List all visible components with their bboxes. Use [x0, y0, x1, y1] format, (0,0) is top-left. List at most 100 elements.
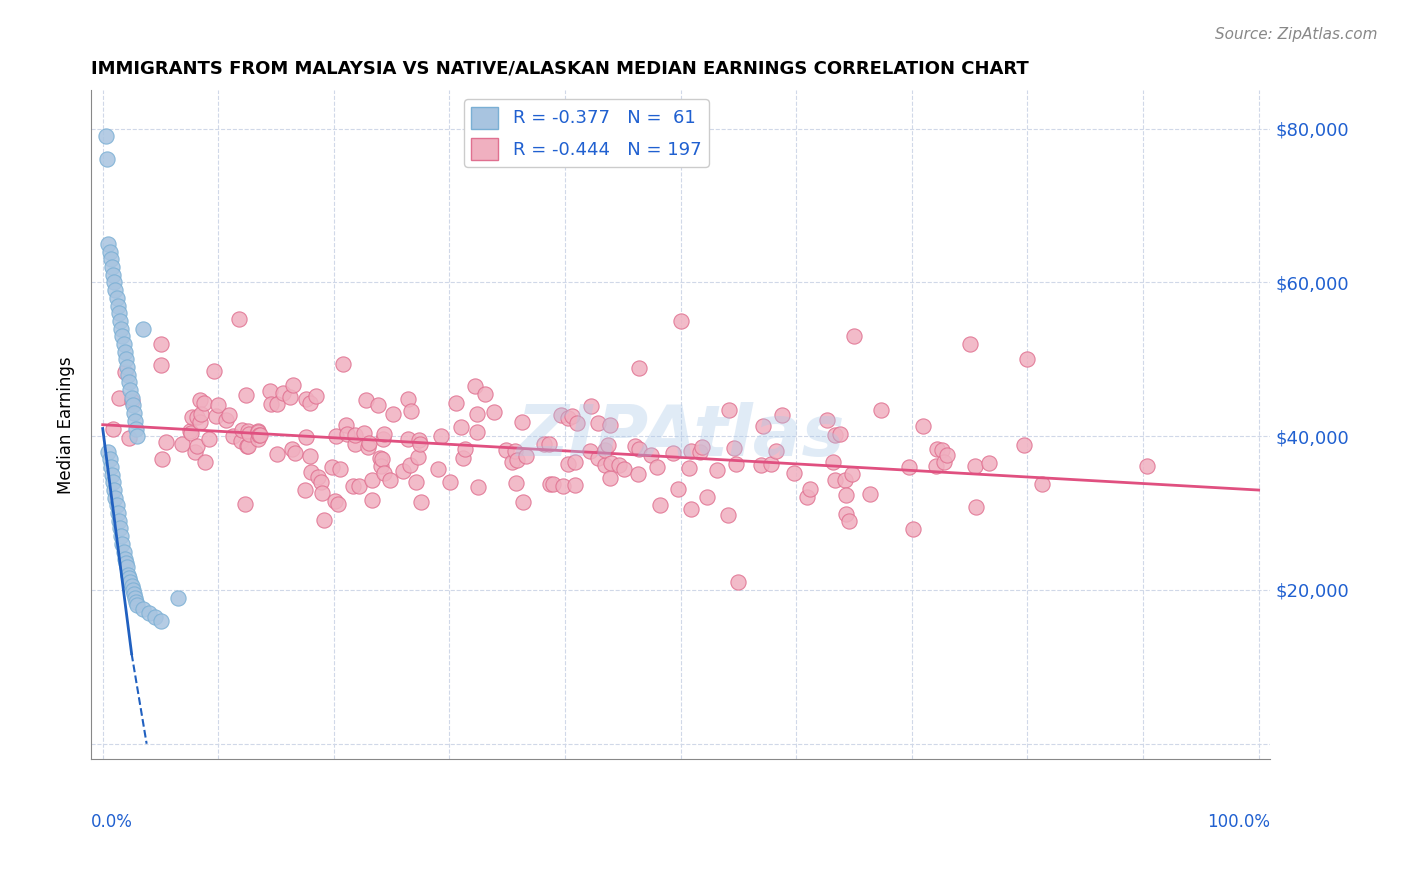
- Point: [132, 602, 155, 616]
- Point: [454, 442, 477, 457]
- Text: 100.0%: 100.0%: [1208, 813, 1270, 831]
- Point: [149, 337, 172, 351]
- Point: [607, 458, 630, 472]
- Point: [215, 413, 238, 427]
- Point: [624, 439, 647, 453]
- Point: [648, 499, 671, 513]
- Point: [114, 556, 136, 570]
- Point: [503, 444, 526, 458]
- Point: [332, 357, 354, 371]
- Point: [121, 394, 143, 409]
- Point: [299, 396, 322, 410]
- Text: IMMIGRANTS FROM MALAYSIA VS NATIVE/ALASKAN MEDIAN EARNINGS CORRELATION CHART: IMMIGRANTS FROM MALAYSIA VS NATIVE/ALASK…: [91, 60, 1029, 78]
- Point: [96, 129, 118, 144]
- Point: [396, 433, 419, 447]
- Point: [115, 359, 138, 374]
- Point: [307, 470, 329, 484]
- Point: [759, 457, 782, 471]
- Point: [236, 425, 259, 439]
- Point: [450, 420, 472, 434]
- Point: [842, 329, 865, 343]
- Point: [692, 441, 714, 455]
- Point: [183, 444, 205, 458]
- Point: [118, 572, 141, 586]
- Point: [236, 440, 259, 454]
- Point: [370, 451, 392, 466]
- Point: [107, 299, 129, 313]
- Point: [97, 237, 120, 252]
- Point: [118, 376, 141, 390]
- Point: [103, 483, 125, 497]
- Point: [295, 430, 318, 444]
- Point: [101, 268, 124, 282]
- Point: [965, 500, 987, 515]
- Point: [381, 408, 404, 422]
- Point: [121, 399, 143, 413]
- Point: [533, 437, 555, 451]
- Point: [599, 418, 621, 433]
- Point: [114, 365, 136, 379]
- Point: [426, 462, 449, 476]
- Point: [127, 429, 149, 443]
- Point: [110, 321, 132, 335]
- Point: [238, 439, 260, 453]
- Point: [108, 306, 131, 320]
- Point: [724, 457, 747, 471]
- Point: [228, 312, 250, 326]
- Point: [464, 379, 486, 393]
- Point: [752, 418, 775, 433]
- Point: [838, 514, 860, 528]
- Point: [835, 507, 858, 521]
- Point: [125, 421, 148, 435]
- Point: [749, 458, 772, 473]
- Point: [540, 477, 562, 491]
- Point: [336, 426, 359, 441]
- Point: [125, 594, 148, 608]
- Point: [484, 405, 506, 419]
- Point: [121, 582, 143, 597]
- Point: [550, 408, 572, 422]
- Point: [662, 446, 685, 460]
- Point: [834, 473, 856, 487]
- Point: [1136, 459, 1159, 474]
- Point: [328, 497, 350, 511]
- Point: [931, 443, 953, 458]
- Point: [101, 422, 124, 436]
- Point: [430, 429, 453, 443]
- Point: [599, 457, 621, 471]
- Point: [599, 471, 621, 485]
- Point: [579, 399, 602, 413]
- Point: [121, 579, 143, 593]
- Point: [841, 467, 863, 481]
- Point: [538, 437, 561, 451]
- Point: [564, 455, 586, 469]
- Point: [105, 291, 128, 305]
- Point: [727, 575, 749, 590]
- Point: [100, 460, 122, 475]
- Point: [405, 475, 427, 489]
- Point: [149, 614, 172, 628]
- Point: [353, 425, 375, 440]
- Point: [132, 321, 155, 335]
- Point: [501, 455, 523, 469]
- Point: [205, 409, 228, 423]
- Point: [911, 419, 934, 434]
- Point: [138, 606, 160, 620]
- Point: [207, 398, 229, 412]
- Point: [553, 479, 575, 493]
- Point: [835, 488, 858, 502]
- Point: [344, 427, 367, 442]
- Point: [280, 390, 302, 404]
- Point: [373, 467, 395, 481]
- Point: [198, 432, 221, 446]
- Point: [495, 442, 517, 457]
- Point: [111, 537, 134, 551]
- Point: [246, 425, 269, 439]
- Point: [765, 444, 787, 458]
- Point: [360, 492, 382, 507]
- Point: [193, 396, 215, 410]
- Point: [451, 451, 474, 466]
- Point: [104, 491, 127, 505]
- Point: [150, 358, 173, 372]
- Point: [325, 429, 347, 443]
